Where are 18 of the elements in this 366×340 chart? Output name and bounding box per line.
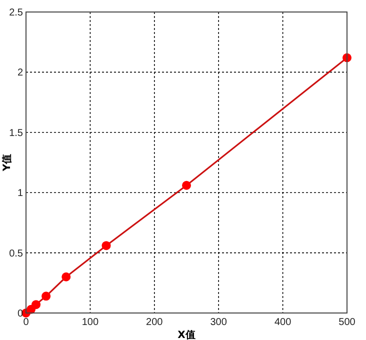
x-tick-label: 200	[146, 317, 164, 328]
point	[42, 292, 51, 301]
point	[32, 300, 41, 310]
y-tick-label: 1.5	[9, 128, 24, 139]
x-tick-label: 300	[210, 317, 228, 328]
y-tick-label: 0	[17, 308, 24, 320]
point	[102, 241, 111, 250]
y-tick-label: 2	[17, 68, 24, 79]
x-tick-label: 100	[82, 317, 99, 328]
y-axis-title: Y值	[1, 154, 13, 172]
x-tick-label: 400	[274, 317, 292, 328]
y-tick-label: 1	[17, 188, 24, 200]
y-tick-label: 2.5	[9, 8, 24, 18]
x-tick-label: 500	[338, 317, 356, 328]
point	[62, 272, 71, 282]
x-axis-title: X值	[178, 329, 196, 340]
point	[182, 180, 191, 190]
y-tick-label: 0.5	[9, 248, 24, 260]
